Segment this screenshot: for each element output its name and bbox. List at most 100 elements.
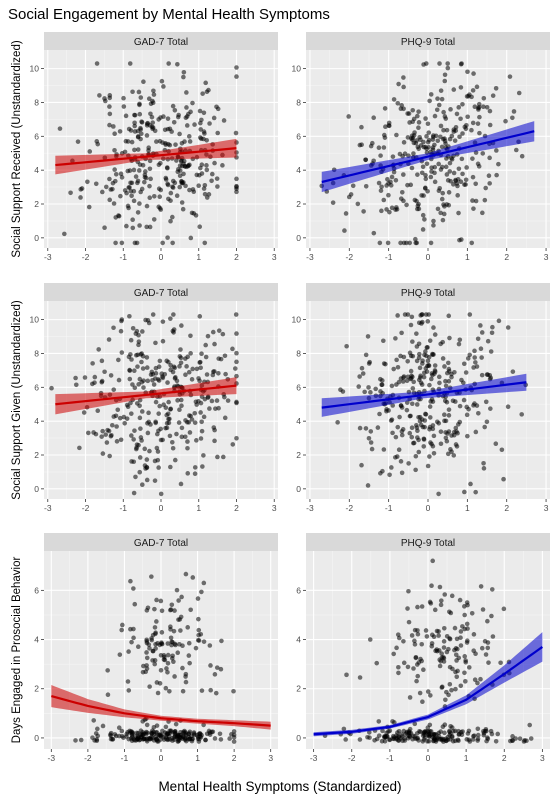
data-point [513,147,519,153]
y-tick-label: 8 [296,97,301,107]
data-point [154,723,160,728]
data-point [95,733,101,739]
data-point [393,455,398,460]
data-point [485,618,490,624]
data-point [162,371,168,377]
data-point [158,667,164,673]
data-point [486,173,492,179]
data-point [424,634,430,639]
data-point [151,193,157,199]
data-point [73,738,78,743]
data-point [494,172,499,178]
data-point [342,228,347,233]
data-point [475,736,481,742]
data-point [111,124,116,129]
data-point [420,361,425,366]
data-point [159,630,165,635]
data-point [463,370,469,375]
data-point [157,358,163,364]
facet-label: GAD-7 Total [134,538,188,549]
data-point [423,176,429,182]
data-point [144,655,150,661]
data-point [406,619,412,625]
data-point [473,198,479,204]
data-point [146,419,152,425]
data-point [421,374,427,380]
data-point [234,399,239,405]
data-point [428,376,434,382]
data-point [184,90,189,95]
data-point [119,240,125,246]
data-point [483,728,489,734]
y-tick-label: 8 [296,348,301,358]
data-point [395,424,401,430]
data-point [95,408,101,414]
data-point [130,89,135,95]
data-point [438,429,444,434]
x-tick-label: -2 [82,503,90,513]
data-point [135,180,140,186]
data-point [487,155,492,161]
data-point [194,366,200,372]
data-point [432,142,437,148]
data-point [81,410,87,415]
data-point [447,169,453,174]
y-tick-label: 2 [296,450,301,460]
data-point [225,398,231,403]
data-point [401,172,406,177]
data-point [198,410,203,415]
data-point [417,365,423,371]
data-point [473,489,478,495]
data-point [423,172,428,178]
data-point [432,332,438,337]
x-tick-label: 3 [540,753,545,763]
data-point [408,375,414,381]
data-point [442,412,447,418]
data-point [177,407,182,412]
data-point [201,136,206,142]
y-tick-label: 2 [34,199,39,209]
data-point [484,419,490,425]
data-point [170,184,175,190]
data-point [463,659,469,665]
data-point [139,359,144,365]
data-point [449,433,454,438]
data-point [150,378,155,383]
data-point [438,602,444,608]
data-point [482,197,488,203]
data-point [168,729,174,734]
data-point [147,684,152,689]
data-point [411,666,416,671]
data-point [167,688,172,694]
data-point [234,176,239,182]
data-point [140,669,146,675]
data-point [457,337,463,343]
data-point [460,171,465,177]
data-point [446,413,452,418]
data-point [222,353,228,359]
data-point [410,353,416,359]
data-point [524,738,529,744]
data-point [475,336,481,342]
data-point [179,403,184,409]
data-point [419,312,425,317]
data-point [183,671,189,677]
data-point [483,652,489,657]
data-point [121,95,126,101]
data-point [156,428,161,434]
data-point [107,197,113,203]
data-point [397,414,402,420]
data-point [441,655,447,661]
data-point [448,447,453,452]
data-point [390,154,396,159]
data-point [405,111,410,116]
data-point [165,182,171,188]
data-point [383,734,388,740]
data-point [414,331,419,336]
data-point [465,433,470,439]
data-point [207,643,213,648]
data-point [159,78,165,84]
data-point [443,430,448,435]
data-point [178,397,184,403]
